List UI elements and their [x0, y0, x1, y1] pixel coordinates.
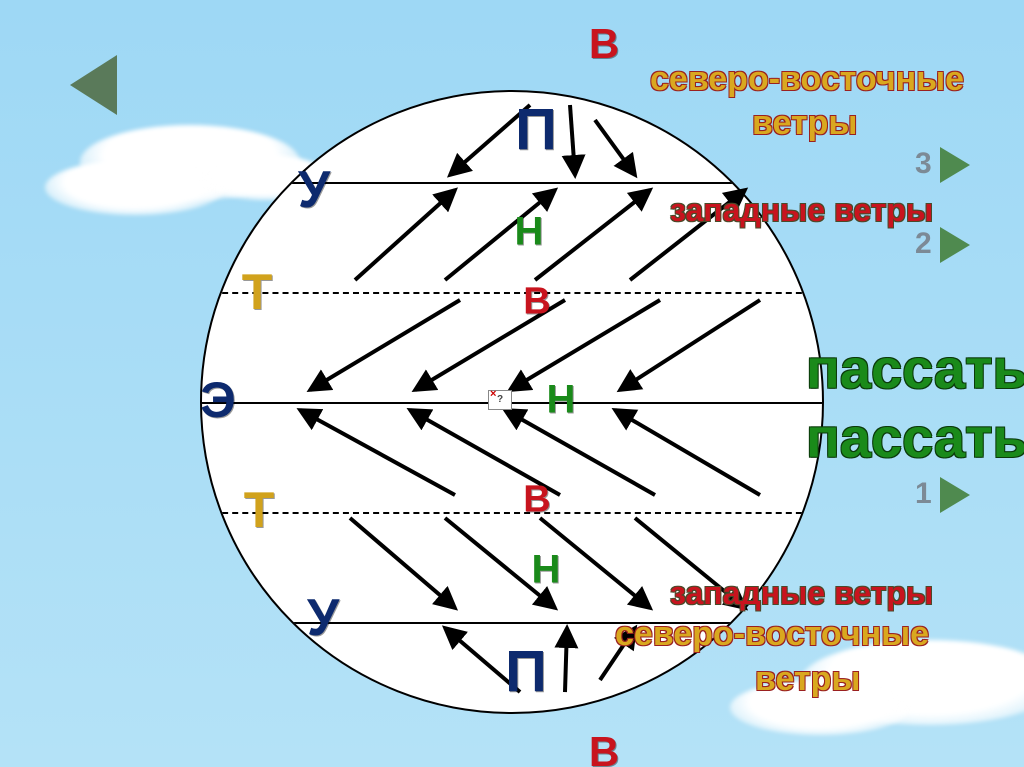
diagram-stage: 321ВПУНТВЭНТВНУПВсеверо-восточныеветрыза… — [0, 0, 1024, 767]
zone-letter: В — [589, 20, 617, 68]
zone-letter: В — [589, 728, 617, 767]
wind-label: северо-восточные — [650, 60, 964, 99]
nav-step-number: 2 — [915, 227, 932, 261]
zone-letter: В — [523, 479, 548, 522]
nav-step-button[interactable] — [940, 477, 970, 513]
wind-label: северо-восточные — [615, 615, 929, 654]
nav-step-number: 3 — [915, 147, 932, 181]
zone-letter: Т — [242, 263, 271, 321]
zone-letter: П — [515, 97, 555, 164]
zone-letter: У — [298, 160, 328, 220]
zone-letter: В — [523, 281, 548, 324]
zone-letter: Н — [532, 548, 559, 593]
zone-letter: Н — [547, 378, 574, 423]
zone-letter: Н — [515, 210, 542, 255]
latitude-line-solid — [202, 182, 822, 184]
wind-label: ветры — [752, 104, 857, 143]
wind-label: пассаты — [806, 336, 1024, 401]
wind-label: западные ветры — [670, 192, 933, 229]
nav-step-button[interactable] — [940, 227, 970, 263]
nav-step-number: 1 — [915, 477, 932, 511]
missing-image-icon — [488, 390, 512, 410]
latitude-line-dashed — [202, 292, 822, 294]
zone-letter: П — [505, 639, 545, 706]
latitude-line-dashed — [202, 512, 822, 514]
nav-back-button[interactable] — [70, 55, 117, 115]
zone-letter: Т — [244, 481, 273, 539]
zone-letter: Э — [200, 371, 234, 429]
wind-label: западные ветры — [670, 575, 933, 612]
zone-letter: У — [307, 588, 337, 648]
cloud — [45, 160, 225, 215]
wind-label: ветры — [755, 660, 860, 699]
nav-step-button[interactable] — [940, 147, 970, 183]
wind-label: пассаты — [806, 405, 1024, 470]
latitude-line-solid — [202, 402, 822, 404]
